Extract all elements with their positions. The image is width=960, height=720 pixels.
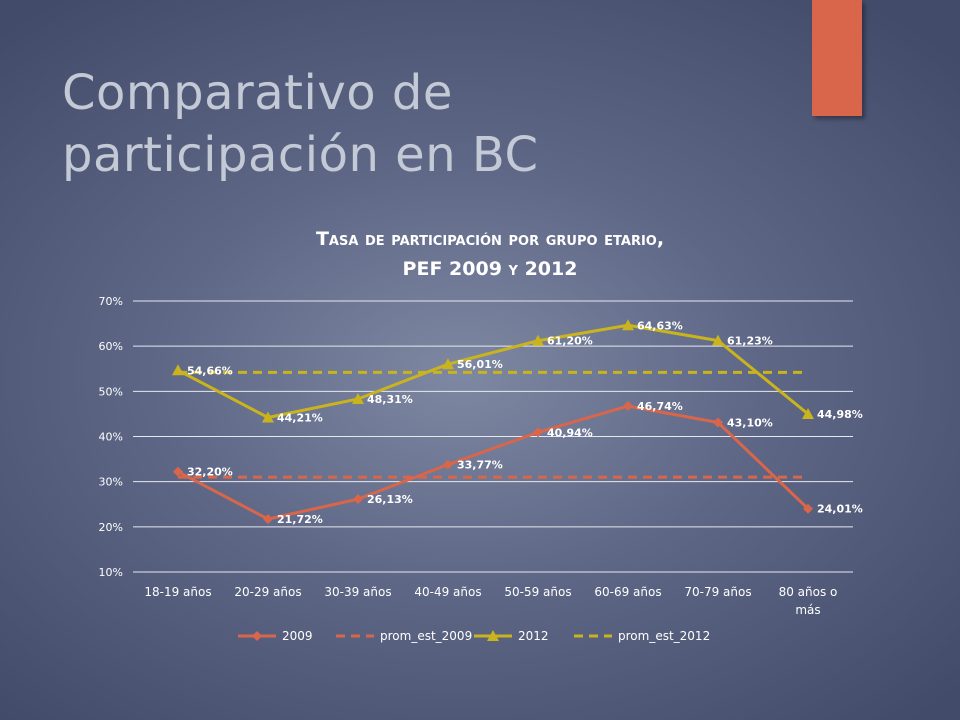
chart-title-line2: PEF 2009 y 2012 [402,258,578,280]
x-tick-label: 70-79 años [684,585,751,599]
data-point-2012 [262,411,274,423]
data-point-2009 [173,466,183,477]
data-label-2009: 26,13% [367,493,413,506]
x-tick-label: más [795,603,820,617]
data-label-2009: 32,20% [187,466,233,479]
data-label-2009: 33,77% [457,459,503,472]
y-tick-label: 60% [99,340,123,353]
data-point-2012 [532,334,544,346]
legend-marker-2009 [252,631,262,641]
legend-marker-2012 [487,630,499,641]
y-tick-label: 50% [99,385,123,398]
y-tick-label: 10% [99,566,123,579]
data-label-2012: 54,66% [187,364,233,377]
data-label-2009: 40,94% [547,426,593,439]
data-label-2012: 44,98% [817,408,863,421]
slide-title: Comparativo de participación en BC [62,65,539,183]
data-point-2009 [803,503,813,514]
legend-label-2012: 2012 [518,629,549,643]
x-tick-label: 80 años o [779,585,838,599]
data-point-2012 [352,392,364,404]
y-tick-label: 20% [99,521,123,534]
legend-label-2009: 2009 [282,629,313,643]
data-label-2012: 56,01% [457,358,503,371]
x-tick-label: 50-59 años [504,585,571,599]
data-point-2009 [353,494,363,505]
accent-rectangle [812,0,862,116]
data-point-2012 [172,364,184,376]
x-tick-label: 18-19 años [144,585,211,599]
data-point-2009 [713,417,723,428]
x-tick-label: 40-49 años [414,585,481,599]
chart-title-line1: Tasa de participación por grupo etario, [315,228,665,250]
data-point-2012 [712,334,724,346]
data-label-2012: 61,23% [727,335,773,348]
chart-title: Tasa de participación por grupo etario, … [140,224,840,284]
data-label-2012: 48,31% [367,393,413,406]
data-point-2012 [802,408,814,420]
series-line-2009 [177,404,810,521]
data-point-2009 [263,514,273,525]
y-tick-label: 30% [99,476,123,489]
legend-label-prom_est_2009: prom_est_2009 [380,629,472,643]
data-label-2012: 61,20% [547,335,593,348]
data-point-2009 [623,401,633,412]
data-label-2009: 43,10% [727,416,773,429]
data-label-2012: 64,63% [637,319,683,332]
x-tick-label: 20-29 años [234,585,301,599]
data-label-2009: 46,74% [637,400,683,413]
data-label-2012: 44,21% [277,411,323,424]
data-label-2009: 24,01% [817,503,863,516]
y-tick-label: 70% [99,295,123,308]
data-point-2012 [622,319,634,331]
data-point-2012 [442,358,454,370]
y-tick-label: 40% [99,431,123,444]
data-point-2009 [443,459,453,470]
data-label-2009: 21,72% [277,513,323,526]
x-tick-label: 30-39 años [324,585,391,599]
legend-label-prom_est_2012: prom_est_2012 [618,629,710,643]
series-line-2012 [177,323,809,419]
x-tick-label: 60-69 años [594,585,661,599]
data-point-2009 [533,427,543,438]
